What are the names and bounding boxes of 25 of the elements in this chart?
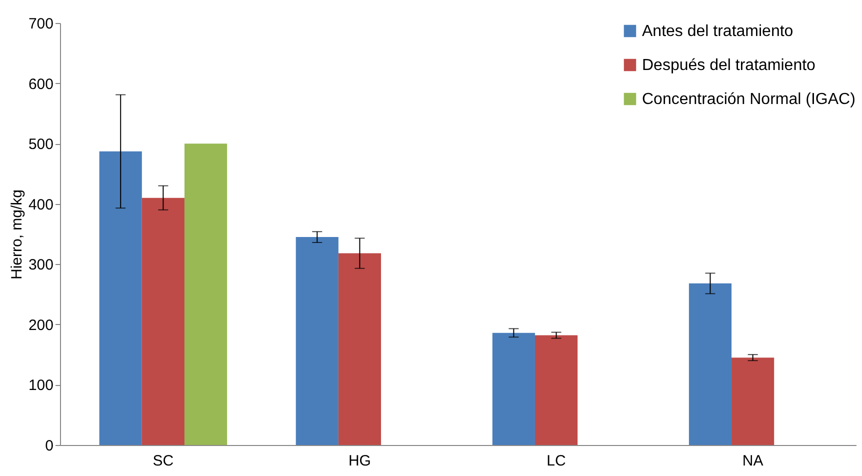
x-tick-label: SC: [152, 452, 174, 470]
y-axis-title: Hierro, mg/kg: [8, 189, 26, 280]
bar: [142, 198, 184, 445]
y-tick-label: 0: [45, 438, 54, 454]
y-tick-label: 400: [28, 196, 54, 214]
y-tick-label: 300: [28, 256, 54, 274]
y-tick-label: 200: [28, 316, 54, 334]
bar: [99, 151, 142, 445]
x-tick-label: NA: [742, 452, 764, 470]
x-tick-label: HG: [348, 452, 371, 470]
y-tick-label: 500: [28, 136, 54, 154]
y-tick-label: 100: [28, 377, 54, 394]
x-tick-label: LC: [546, 452, 566, 470]
y-tick-label: 600: [28, 76, 54, 93]
legend-label: Concentración Normal (IGAC): [642, 91, 856, 108]
bar: [688, 283, 732, 445]
bar: [534, 335, 578, 445]
legend-label: Después del tratamiento: [642, 57, 816, 74]
bar: [296, 237, 338, 445]
bar: [338, 253, 382, 445]
y-tick-label: 700: [28, 16, 54, 32]
bar: [492, 332, 535, 445]
legend-label: Antes del tratamiento: [642, 23, 794, 40]
bar: [732, 358, 774, 445]
bar: [184, 144, 228, 445]
